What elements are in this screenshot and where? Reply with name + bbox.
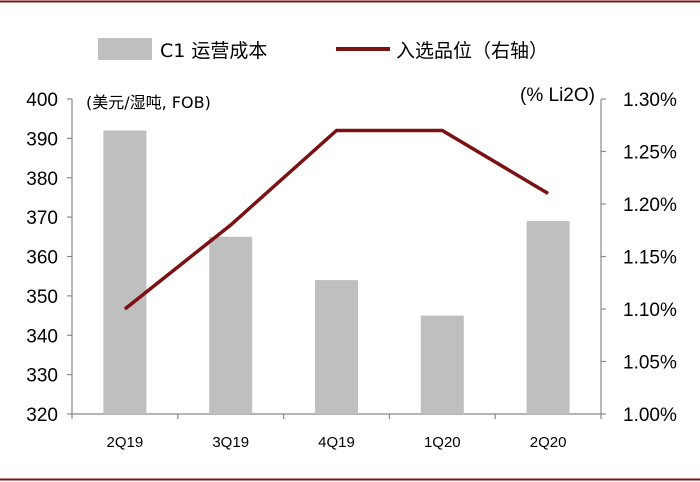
bar-2Q19 <box>103 130 147 414</box>
left-tick-label: 340 <box>26 326 58 347</box>
left-tick-label: 330 <box>26 366 58 387</box>
legend: C1 运营成本 入选品位（右轴） <box>98 38 548 62</box>
grade-line <box>123 128 549 311</box>
left-tick-label: 370 <box>26 208 58 229</box>
right-tick-label: 1.20% <box>623 195 677 216</box>
legend-line-label: 入选品位（右轴） <box>396 40 548 62</box>
left-tick-label: 360 <box>26 248 58 269</box>
category-label-3Q19: 3Q19 <box>212 434 249 451</box>
right-tick-label: 1.00% <box>623 405 677 426</box>
right-axis-ticks: 1.30% 1.25% 1.20% 1.15% 1.10% 1.05% 1.00% <box>601 90 677 426</box>
left-tick-label: 380 <box>26 169 58 190</box>
category-label-1Q20: 1Q20 <box>424 434 461 451</box>
right-tick-label: 1.25% <box>623 143 677 164</box>
bar-3Q19 <box>209 236 253 414</box>
category-label-4Q19: 4Q19 <box>318 434 355 451</box>
bar-2Q20 <box>526 221 570 414</box>
left-tick-label: 400 <box>26 90 58 111</box>
bar-1Q20 <box>420 315 464 414</box>
left-tick-label: 350 <box>26 287 58 308</box>
bar-4Q19 <box>315 280 358 414</box>
right-axis-unit: (% Li2O) <box>520 85 595 106</box>
bar-series <box>103 130 570 414</box>
category-label-2Q19: 2Q19 <box>107 434 144 451</box>
left-tick-label: 390 <box>26 129 58 150</box>
right-tick-label: 1.05% <box>623 353 677 374</box>
legend-bar-swatch <box>98 38 152 60</box>
right-tick-label: 1.30% <box>623 90 677 111</box>
right-tick-label: 1.10% <box>623 300 677 321</box>
left-axis-ticks: 400 390 380 370 360 350 340 330 320 <box>26 90 602 426</box>
right-tick-label: 1.15% <box>623 248 677 269</box>
line-series <box>123 128 549 311</box>
category-labels: 2Q19 3Q19 4Q19 1Q20 2Q20 <box>107 434 567 451</box>
left-tick-label: 320 <box>26 405 58 426</box>
left-axis-unit: (美元/湿吨, FOB) <box>86 93 211 112</box>
category-label-2Q20: 2Q20 <box>530 434 567 451</box>
legend-bar-label: C1 运营成本 <box>160 40 267 62</box>
